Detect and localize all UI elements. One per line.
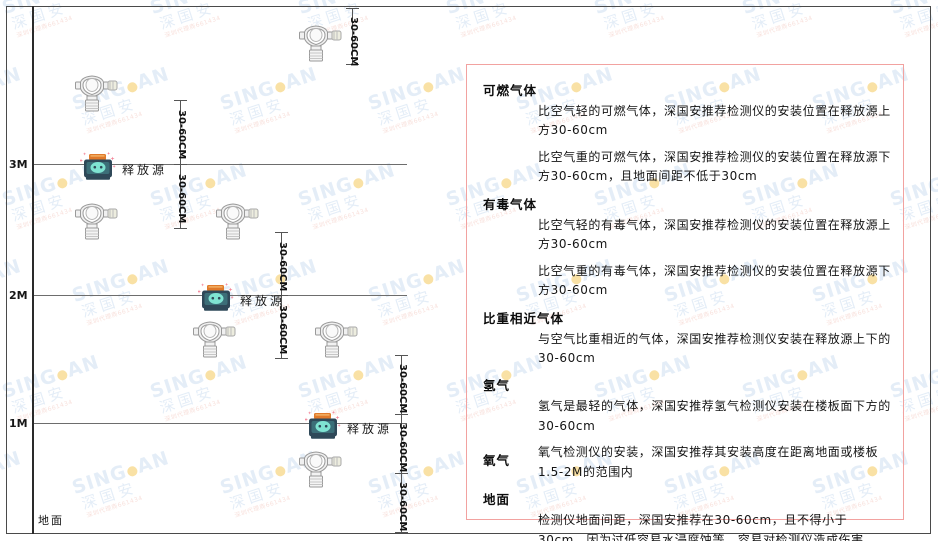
dimension-tick <box>346 8 359 9</box>
release-source-label: 释放源 <box>240 294 286 308</box>
level-label-3m: 3M <box>9 158 28 171</box>
gas-detector-icon <box>213 200 261 247</box>
dimension-tick <box>275 358 288 359</box>
dimension-tick <box>174 228 187 229</box>
dimension-tick <box>275 295 288 296</box>
panel-section-heading: 可燃气体 <box>483 83 538 98</box>
panel-section: 氧气 氧气检测仪的安装，深国安推荐其安装高度在距离地面或楼板1.5-2M的范围内 <box>483 443 891 482</box>
dimension-label: 30-60CM <box>348 17 359 67</box>
dimension-label: 30-60CM <box>397 423 408 473</box>
panel-section-heading: 氧气 <box>483 453 511 469</box>
release-source-icon <box>304 410 341 448</box>
ground-label: 地面 <box>38 514 64 527</box>
panel-section: 地面检测仪地面间距，深国安推荐在30-60cm，且不得小于30cm，因为过低容易… <box>483 489 891 541</box>
level-label-2m: 2M <box>9 289 28 302</box>
diagram-frame <box>6 6 931 534</box>
dimension-tick <box>395 473 408 474</box>
dimension-tick <box>395 532 408 533</box>
gas-detector-icon <box>190 318 238 365</box>
dimension-tick <box>395 355 408 356</box>
level-label-1m: 1M <box>9 417 28 430</box>
vertical-axis <box>32 6 34 534</box>
chain-2m: 30-60CM 30-60CM <box>275 232 288 359</box>
panel-section-body: 氢气是最轻的气体，深国安推荐氢气检测仪安装在楼板面下方的30-60cm <box>538 397 891 436</box>
panel-section: 可燃气体 比空气轻的可燃气体，深国安推荐检测仪的安装位置在释放源上方30-60cm… <box>483 80 891 187</box>
chain-bottom: 30-60CM 30-60CM 30-60CM <box>395 355 408 533</box>
panel-paragraph: 氧气检测仪的安装，深国安推荐其安装高度在距离地面或楼板1.5-2M的范围内 <box>538 445 879 479</box>
panel-section-heading: 有毒气体 <box>483 196 538 212</box>
dimension-tick <box>395 414 408 415</box>
chain-3m: 30-60CM 30-60CM <box>174 100 187 229</box>
panel-section: 氢气氢气是最轻的气体，深国安推荐氢气检测仪安装在楼板面下方的30-60cm <box>483 375 891 436</box>
panel-paragraph: 比空气轻的有毒气体，深国安推荐检测仪的安装位置在释放源上方30-60cm <box>538 217 891 252</box>
panel-section-body: 检测仪地面间距，深国安推荐在30-60cm，且不得小于30cm，因为过低容易水浸… <box>538 511 891 541</box>
release-source-icon <box>197 282 234 320</box>
panel-paragraph: 比空气重的可燃气体，深国安推荐检测仪的安装位置在释放源下方30-60cm，且地面… <box>538 149 891 184</box>
dimension-tick <box>174 100 187 101</box>
info-panel: 可燃气体 比空气轻的可燃气体，深国安推荐检测仪的安装位置在释放源上方30-60cm… <box>466 64 904 541</box>
dimension-label: 30-60CM <box>176 174 187 224</box>
gas-detector-icon <box>296 448 344 495</box>
panel-section-body: 与空气比重相近的气体，深国安推荐检测仪安装在释放源上下的30-60cm <box>538 330 891 369</box>
level-line-3m <box>32 164 407 165</box>
panel-section-body: 比空气轻的可燃气体，深国安推荐检测仪的安装位置在释放源上方30-60cm 比空气重… <box>538 102 891 187</box>
panel-section-heading: 氢气 <box>483 378 511 394</box>
dimension-label: 30-60CM <box>277 242 288 292</box>
level-line-1m <box>32 423 407 424</box>
dimension-tick <box>346 64 359 65</box>
chain-top-right: 30-60CM <box>346 8 359 66</box>
dimension-label: 30-60CM <box>277 305 288 355</box>
panel-paragraph: 与空气比重相近的气体，深国安推荐检测仪安装在释放源上下的30-60cm <box>538 331 891 365</box>
panel-paragraph: 检测仪地面间距，深国安推荐在30-60cm，且不得小于30cm，因为过低容易水浸… <box>538 513 864 541</box>
dimension-label: 30-60CM <box>397 364 408 414</box>
gas-detector-icon <box>312 318 360 365</box>
panel-section-heading: 比重相近气体 <box>483 310 565 326</box>
panel-section: 有毒气体 比空气轻的有毒气体，深国安推荐检测仪的安装位置在释放源上方30-60cm… <box>483 194 891 301</box>
release-source-icon <box>79 151 116 189</box>
dimension-line <box>401 355 402 532</box>
gas-detector-icon <box>72 200 120 247</box>
dimension-tick <box>174 164 187 165</box>
panel-paragraph: 比空气重的有毒气体，深国安推荐检测仪的安装位置在释放源下方30-60cm <box>538 263 891 298</box>
panel-paragraph: 比空气轻的可燃气体，深国安推荐检测仪的安装位置在释放源上方30-60cm <box>538 104 891 138</box>
release-source-label: 释放源 <box>122 163 168 177</box>
gas-detector-icon <box>296 22 344 69</box>
release-source-label: 释放源 <box>347 422 393 436</box>
panel-paragraph: 氢气是最轻的气体，深国安推荐氢气检测仪安装在楼板面下方的30-60cm <box>538 399 891 433</box>
gas-detector-icon <box>72 72 120 119</box>
dimension-label: 30-60CM <box>176 110 187 160</box>
dimension-tick <box>275 232 288 233</box>
dimension-line <box>352 8 353 64</box>
panel-section: 比重相近气体与空气比重相近的气体，深国安推荐检测仪安装在释放源上下的30-60c… <box>483 308 891 369</box>
panel-section-heading: 地面 <box>483 492 511 508</box>
panel-section-body: 比空气轻的有毒气体，深国安推荐检测仪的安装位置在释放源上方30-60cm 比空气重… <box>538 216 891 301</box>
dimension-label: 30-60CM <box>397 482 408 532</box>
panel-section-body: 氧气检测仪的安装，深国安推荐其安装高度在距离地面或楼板1.5-2M的范围内 <box>538 443 891 482</box>
